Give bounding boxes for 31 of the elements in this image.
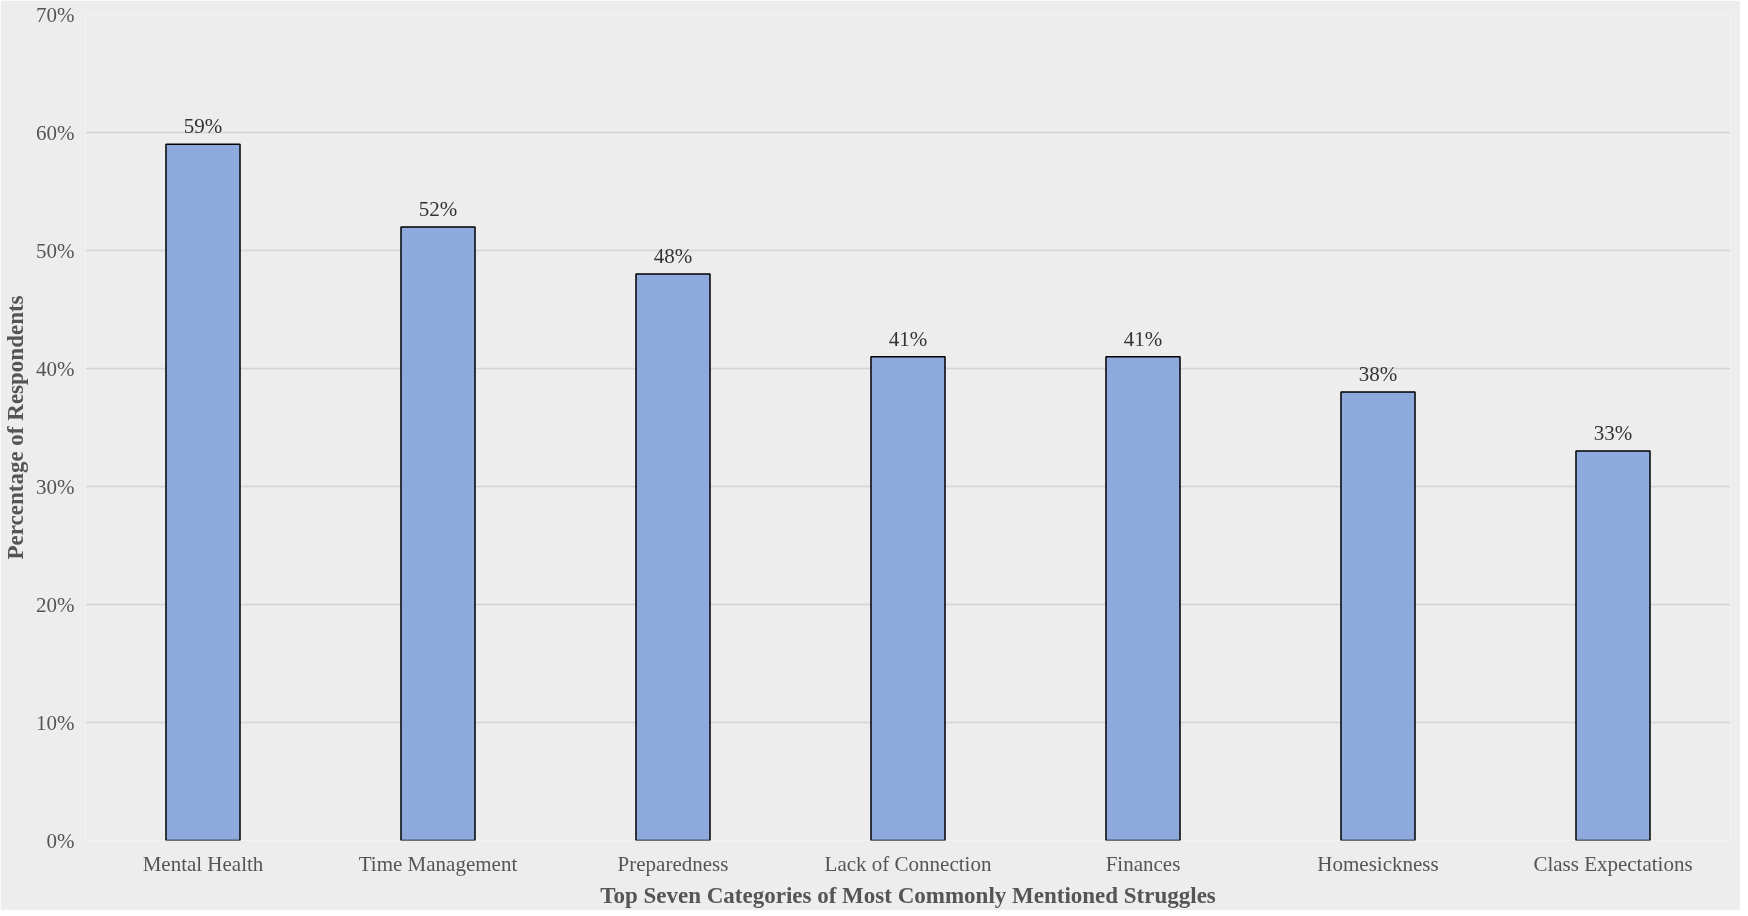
bar	[400, 226, 476, 841]
bar	[165, 143, 241, 841]
x-tick-label: Lack of Connection	[824, 851, 992, 876]
y-tick-label: 40%	[36, 356, 75, 381]
data-label: 59%	[183, 114, 223, 139]
data-label: 52%	[418, 196, 458, 221]
x-tick-label: Class Expectations	[1533, 851, 1693, 876]
y-tick-label: 20%	[36, 592, 75, 617]
data-label: 41%	[888, 326, 928, 351]
data-label: 33%	[1593, 421, 1633, 446]
x-tick-label: Homesickness	[1317, 851, 1439, 876]
bar	[635, 273, 711, 841]
bar	[1105, 355, 1181, 841]
bar	[1340, 391, 1416, 841]
x-tick-label: Mental Health	[142, 851, 264, 876]
y-tick-label: 30%	[36, 474, 75, 499]
bar	[1575, 450, 1651, 841]
y-axis-title: Percentage of Respondents	[3, 295, 29, 560]
y-tick-label: 10%	[36, 710, 75, 735]
x-tick-label: Time Management	[358, 851, 518, 876]
y-tick-label: 60%	[36, 120, 75, 145]
x-tick-label: Finances	[1105, 851, 1181, 876]
data-label: 38%	[1358, 362, 1398, 387]
y-tick-label: 70%	[36, 2, 75, 27]
bar	[870, 355, 946, 841]
data-label: 41%	[1123, 326, 1163, 351]
x-axis-title: Top Seven Categories of Most Commonly Mentioned Struggles	[600, 882, 1216, 908]
data-label: 48%	[653, 244, 693, 269]
x-tick-label: Preparedness	[617, 851, 729, 876]
y-tick-label: 0%	[46, 828, 75, 853]
y-tick-label: 50%	[36, 238, 75, 263]
